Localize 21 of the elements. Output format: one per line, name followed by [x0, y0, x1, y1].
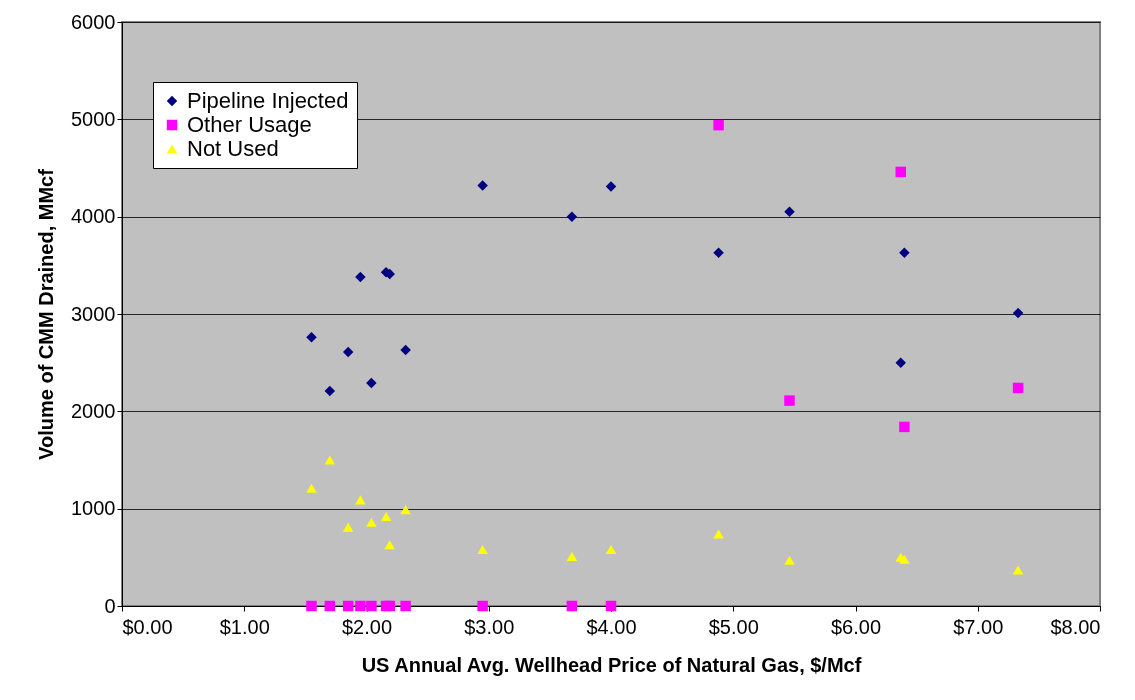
y-tick-label: 1000	[71, 497, 116, 520]
y-axis-title: Volume of CMM Drained, MMcf	[35, 168, 58, 460]
x-tick-label: $3.00	[464, 615, 515, 638]
y-tick-label: 5000	[71, 107, 116, 130]
x-tick-label: $1.00	[219, 615, 270, 638]
y-tick-label: 6000	[71, 10, 116, 33]
legend-label: Not Used	[187, 136, 279, 161]
y-tick-label: 2000	[71, 399, 116, 422]
y-tick-label: 0	[104, 594, 116, 617]
x-tick-label: $0.00	[122, 615, 173, 638]
x-tick-label: $2.00	[341, 615, 393, 638]
x-tick-label: $5.00	[708, 615, 759, 638]
x-tick-label: $4.00	[586, 615, 637, 638]
x-axis-title: US Annual Avg. Wellhead Price of Natural Gas, $/Mcf	[361, 653, 862, 676]
legend-label: Pipeline Injected	[187, 88, 349, 113]
y-tick-label: 4000	[71, 205, 116, 228]
x-tick-label: $6.00	[830, 615, 882, 638]
x-tick-label: $8.00	[1050, 615, 1101, 638]
y-tick-label: 3000	[71, 302, 116, 325]
x-tick-label: $7.00	[953, 615, 1004, 638]
legend-label: Other Usage	[187, 112, 312, 137]
